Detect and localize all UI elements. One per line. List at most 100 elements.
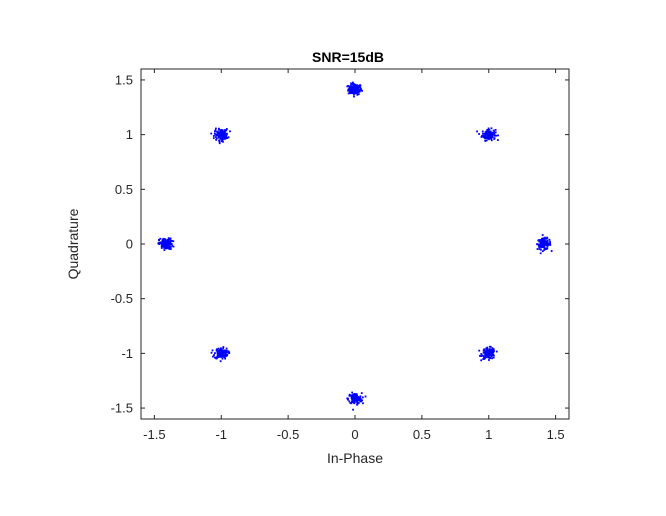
data-point (350, 401, 353, 403)
data-point (487, 129, 490, 132)
data-point (540, 245, 542, 248)
data-point (347, 88, 350, 91)
data-point (162, 238, 164, 241)
data-point (222, 354, 225, 357)
data-point (224, 355, 227, 357)
data-point (165, 245, 168, 248)
data-point (216, 350, 219, 353)
data-point (219, 131, 222, 134)
data-point (493, 137, 496, 140)
x-tick-label: 1 (485, 427, 492, 442)
data-point (219, 352, 221, 355)
data-point (160, 242, 162, 244)
data-point (217, 131, 220, 134)
data-point (224, 357, 227, 360)
data-point (489, 134, 492, 137)
data-point (349, 87, 352, 90)
data-point (164, 238, 167, 241)
data-point (218, 349, 221, 352)
data-point (225, 349, 228, 352)
data-point (490, 127, 493, 130)
data-point (348, 85, 351, 88)
data-point (482, 132, 484, 135)
x-tick-label: 0 (351, 427, 358, 442)
data-point (542, 246, 545, 248)
data-point (210, 132, 213, 135)
data-point (222, 134, 225, 137)
data-point (169, 246, 172, 248)
data-point (223, 356, 226, 359)
data-point (490, 352, 492, 355)
data-point (212, 137, 215, 140)
data-point (217, 353, 220, 356)
data-point (355, 399, 358, 402)
data-point (347, 92, 350, 95)
data-point (228, 351, 231, 354)
data-point (359, 395, 362, 398)
data-point (543, 239, 546, 242)
data-point (215, 357, 218, 360)
data-point (486, 353, 489, 356)
data-point (351, 83, 354, 85)
data-point (544, 248, 547, 250)
data-point (356, 84, 359, 87)
data-point (355, 85, 358, 88)
data-point (538, 246, 541, 249)
data-point (488, 348, 491, 350)
data-point (166, 243, 169, 246)
data-point (492, 353, 494, 356)
data-point (482, 135, 485, 137)
data-point (224, 353, 227, 356)
data-point (351, 81, 354, 84)
data-point (225, 351, 228, 353)
data-point (225, 133, 228, 136)
data-point (360, 87, 362, 90)
data-point (488, 136, 491, 139)
data-point (487, 351, 490, 354)
data-point (219, 132, 222, 135)
data-point (359, 84, 361, 87)
data-point (351, 396, 354, 399)
data-point (220, 140, 223, 143)
data-point (348, 88, 351, 91)
data-point (361, 399, 364, 402)
data-point (486, 350, 489, 353)
data-point (352, 394, 355, 397)
data-point (160, 247, 163, 249)
data-point (163, 249, 166, 251)
data-point (229, 130, 231, 133)
data-point (491, 350, 493, 353)
data-point (490, 355, 493, 358)
data-point (225, 135, 227, 138)
data-point (487, 355, 490, 358)
data-point (218, 128, 220, 131)
data-point (479, 354, 481, 357)
data-point (350, 86, 353, 89)
data-point (210, 351, 213, 354)
data-point (217, 134, 220, 137)
data-point (167, 247, 170, 250)
data-point (546, 242, 549, 245)
data-point (215, 136, 217, 138)
data-point (350, 90, 353, 93)
data-point (357, 90, 360, 93)
data-point (220, 348, 223, 351)
data-point (353, 85, 356, 88)
data-point (356, 92, 359, 94)
data-point (487, 131, 489, 134)
data-point (485, 353, 488, 356)
data-point (485, 139, 488, 142)
data-point (348, 90, 351, 93)
data-point (163, 246, 166, 249)
data-point (490, 348, 493, 351)
data-point (540, 239, 542, 241)
data-point (164, 241, 167, 244)
data-point (169, 243, 172, 246)
constellation-cluster (478, 345, 498, 362)
data-point (171, 240, 173, 242)
data-point (356, 402, 359, 405)
constellation-cluster (346, 81, 363, 98)
data-point (490, 137, 493, 139)
data-point (222, 347, 225, 350)
data-point (168, 238, 171, 241)
